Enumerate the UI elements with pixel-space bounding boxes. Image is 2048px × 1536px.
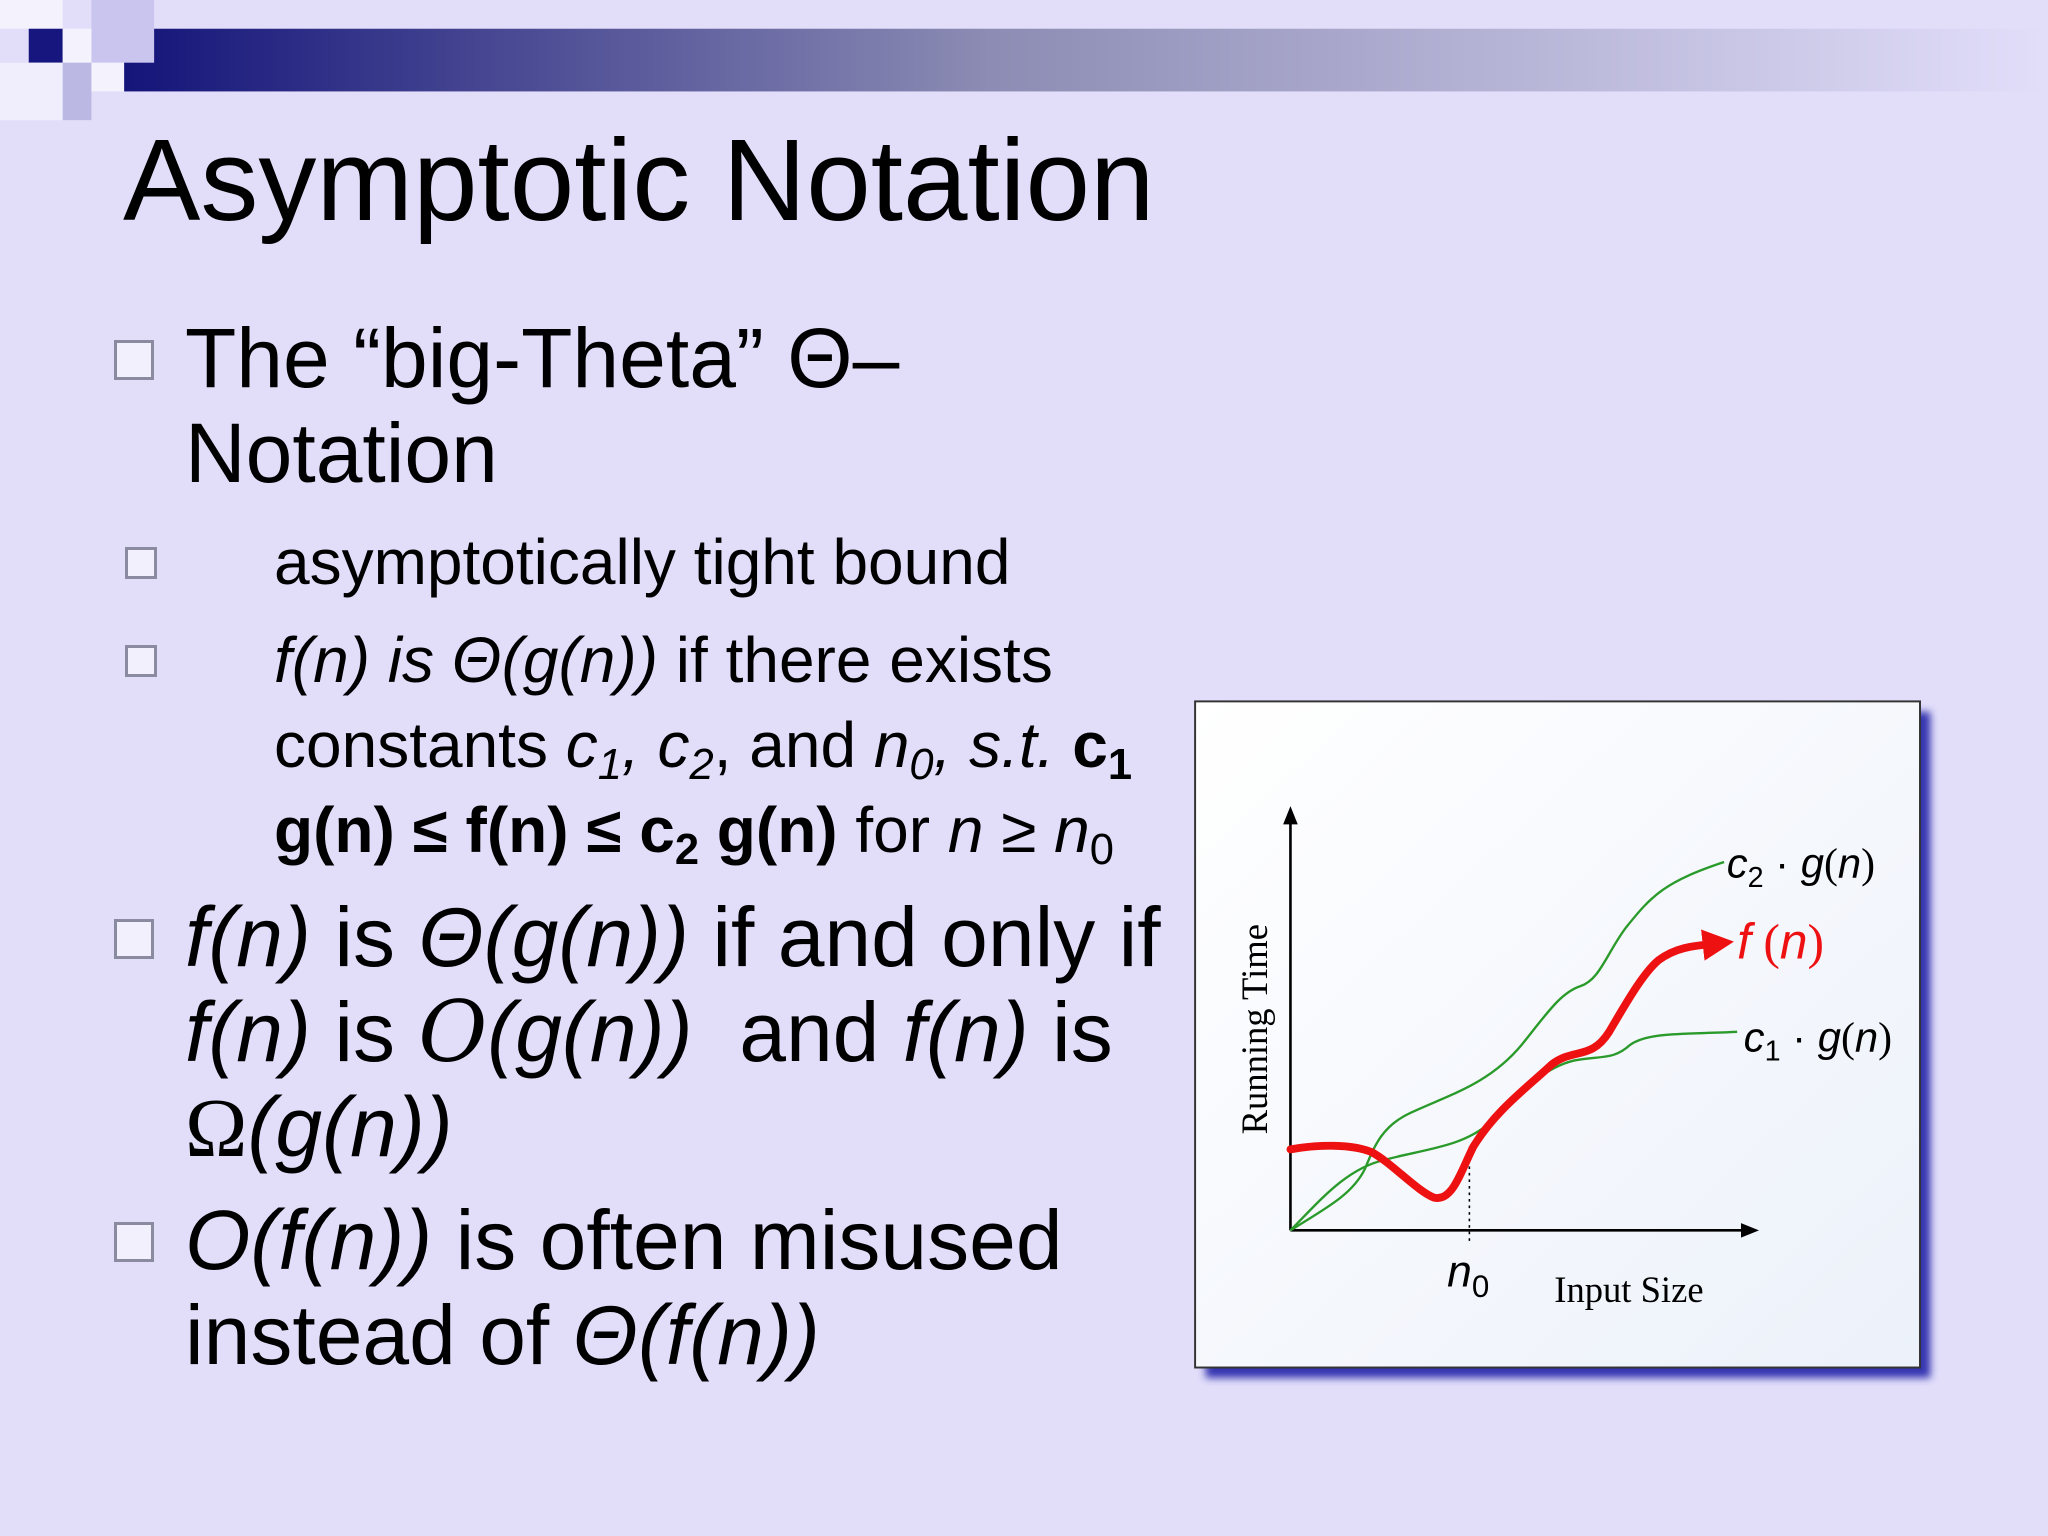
bullet-box [125,645,157,677]
bullet-box [114,1222,154,1262]
label-run: n [1780,914,1808,970]
upper-bound-curve [1289,860,1725,1232]
label-run: c [1744,1013,1765,1060]
label-run: ) [1807,915,1824,970]
sub-list: asymptotically tight bound f(n) is Θ(g(n… [125,520,1172,875]
text-run: f(n) [185,890,311,984]
header-band [124,28,2048,92]
label-run: ) [1861,842,1875,888]
text-run: is [311,890,419,984]
text-run: g(n) [699,794,838,866]
text-run: , [621,709,658,781]
subscript: 1 [597,741,622,790]
label-run: n [1855,1013,1878,1060]
text-run: if and only if [689,890,1161,984]
text-run: Θ(g(n)) [418,890,690,984]
bullet: O(f(n)) is often misused instead of Θ(f(… [0,1193,1172,1383]
bullet: f(n) is Θ(g(n)) if and only if f(n) is O… [0,890,1172,1176]
text-run: O [418,983,488,1081]
lower-bound-label: c1 · g(n) [1744,1013,1892,1067]
deco-square [28,28,63,63]
label-run: · [1781,1013,1818,1060]
text-run: f(n) [185,985,311,1079]
text-run: n [947,794,984,866]
text-run: c [1072,709,1108,781]
text-run: for [837,794,948,866]
label-run: ( [1841,1015,1855,1061]
deco-square [0,62,63,121]
label-run: · [1764,840,1801,887]
y-axis-label: Running Time [1234,924,1275,1134]
text-run: , s.t. [933,709,1073,781]
deco-square [91,62,125,92]
text-run: ≥ [983,794,1055,866]
label-run: ) [1878,1015,1892,1061]
label-subscript: 2 [1748,862,1764,894]
deco-square [62,28,92,63]
bullet-text: The “big-Theta” Θ–Notation [185,311,900,500]
text-run: is often misused instead of [185,1193,1063,1382]
sub-bullet: f(n) is Θ(g(n)) if there exists constant… [125,618,1172,875]
bullet: The “big-Theta” Θ–Notation asymptoticall… [0,311,1172,873]
text-run: O(f(n)) [185,1193,433,1287]
text-run: n [873,709,910,781]
text-run: (g(n)) [487,985,693,1079]
f-curve [1286,929,1734,1202]
label-run: ( [1751,915,1780,970]
label-run: c [1727,840,1748,887]
label-subscript: 1 [1765,1036,1781,1068]
slide-title: Asymptotic Notation [123,115,1155,245]
text-run: , and [713,709,874,781]
text-run: g(n) ≤ f(n) ≤ c [274,794,675,866]
text-run: f(n) is Θ(g(n)) [274,624,658,696]
label-run: g [1801,840,1824,887]
label-run: g [1818,1013,1841,1060]
text-run: c [657,709,690,781]
sub-bullet: asymptotically tight bound [125,520,1172,605]
bullet-box [114,919,154,959]
figure-panel [1194,700,1921,1369]
upper-bound-label: c2 · g(n) [1727,840,1875,894]
subscript: 0 [1089,826,1114,875]
subscript: 2 [689,741,714,790]
text-run: is [311,985,419,1079]
subscript: 0 [909,741,934,790]
deco-square [62,62,92,121]
text-run: c [565,709,598,781]
text-run: Ω [185,1082,248,1175]
subscript: 1 [1107,741,1133,790]
bullet-text: asymptotically tight bound [274,526,1011,598]
f-label: f (n) [1737,914,1824,970]
label-run: n [1838,840,1861,887]
deco-square [0,0,63,29]
text-run: if there exists constants [274,624,1053,781]
label-subscript: 0 [1472,1269,1489,1304]
label-run: ( [1824,842,1838,888]
text-run: f(n) [902,985,1029,1079]
text-run: is [1028,985,1113,1079]
text-run: n [1054,794,1090,866]
deco-square [91,0,155,63]
bullet-box [114,340,154,380]
bullet-list: The “big-Theta” Θ–Notation asymptoticall… [0,311,1172,1383]
label-run: n [1447,1248,1472,1297]
x-axis-label: Input Size [1554,1269,1703,1310]
subscript: 2 [674,826,700,875]
bullet-box [125,547,157,579]
text-run: (g(n)) [247,1080,453,1174]
text-run: and [692,985,903,1079]
text-run: Θ(f(n)) [572,1288,820,1382]
n0-label: n0 [1447,1248,1489,1304]
